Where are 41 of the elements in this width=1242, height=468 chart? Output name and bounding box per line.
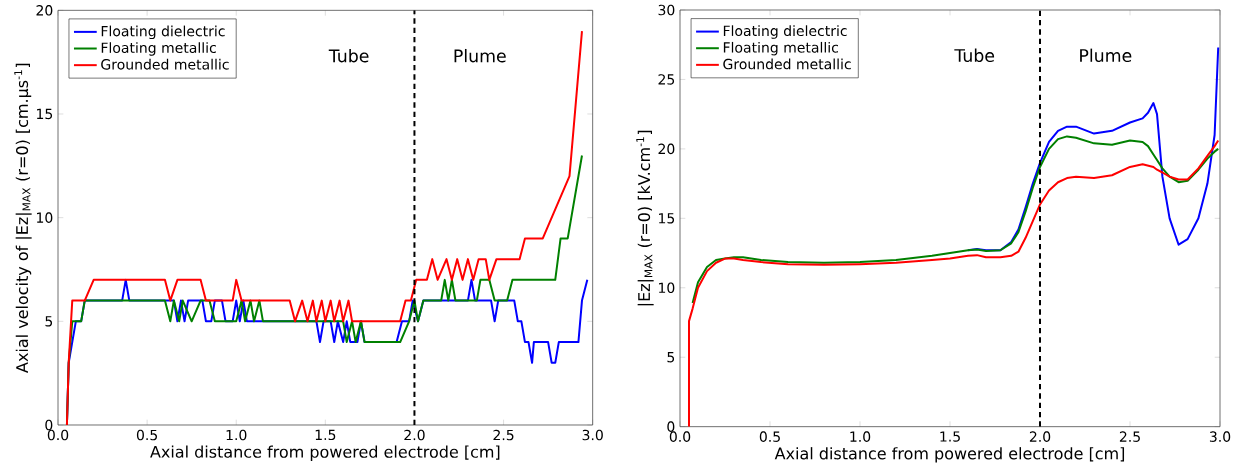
y-axis-title: |Ez|$_{MAX}$ (r=0) [kV.cm$^{-1}$] (636, 130, 654, 306)
x-axis-title: Axial distance from powered electrode [cm] (774, 447, 1125, 463)
annotation: Plume (454, 48, 506, 63)
y-axis-title: Axial velocity of |Ez|$_{MAX}$ (r=0) [cm.μs$^{-1}$] (14, 63, 32, 373)
y-tick-label: 0 (667, 421, 675, 432)
annotation: Plume (1080, 48, 1132, 63)
x-tick-label: 2.5 (493, 429, 514, 441)
x-tick-label: 2.5 (1119, 431, 1140, 442)
y-tick-label: 15 (37, 108, 53, 120)
legend-label: Grounded metallic (723, 58, 851, 70)
x-tick-label: 3.0 (582, 429, 603, 441)
annotation: Tube (954, 48, 995, 63)
y-tick-label: 0 (45, 419, 53, 431)
x-tick-label: 0.0 (669, 431, 691, 442)
x-axis-title: Axial distance from powered electrode [cm] (150, 445, 500, 461)
y-tick-label: 20 (658, 143, 675, 155)
legend-label: Floating dielectric (723, 25, 847, 39)
legend-label: Floating metallic (101, 42, 216, 56)
y-tick-label: 25 (658, 74, 675, 85)
line-series (691, 135, 1220, 305)
x-tick-label: 2.0 (404, 429, 425, 441)
y-tick-label: 5 (667, 352, 675, 363)
x-tick-label: 1.0 (850, 431, 871, 442)
y-tick-label: 5 (45, 316, 53, 327)
x-tick-label: 0.0 (47, 429, 69, 441)
legend-label: Grounded metallic (101, 58, 229, 70)
y-tick-label: 20 (36, 5, 53, 16)
x-tick-label: 0.5 (136, 429, 158, 441)
x-tick-label: 1.5 (940, 431, 960, 442)
x-tick-label: 3.0 (1209, 431, 1231, 442)
x-tick-label: 1.0 (226, 429, 247, 441)
x-tick-label: 1.5 (315, 429, 336, 441)
legend-label: Floating dielectric (101, 25, 225, 40)
legend-label: Floating metallic (723, 41, 838, 56)
y-tick-label: 10 (659, 282, 675, 294)
annotation: Tube (328, 48, 369, 63)
y-tick-label: 15 (659, 213, 675, 224)
x-tick-label: 0.5 (759, 431, 780, 442)
y-tick-label: 10 (37, 212, 53, 223)
y-tick-label: 30 (658, 4, 675, 16)
x-tick-label: 2.0 (1029, 431, 1051, 442)
